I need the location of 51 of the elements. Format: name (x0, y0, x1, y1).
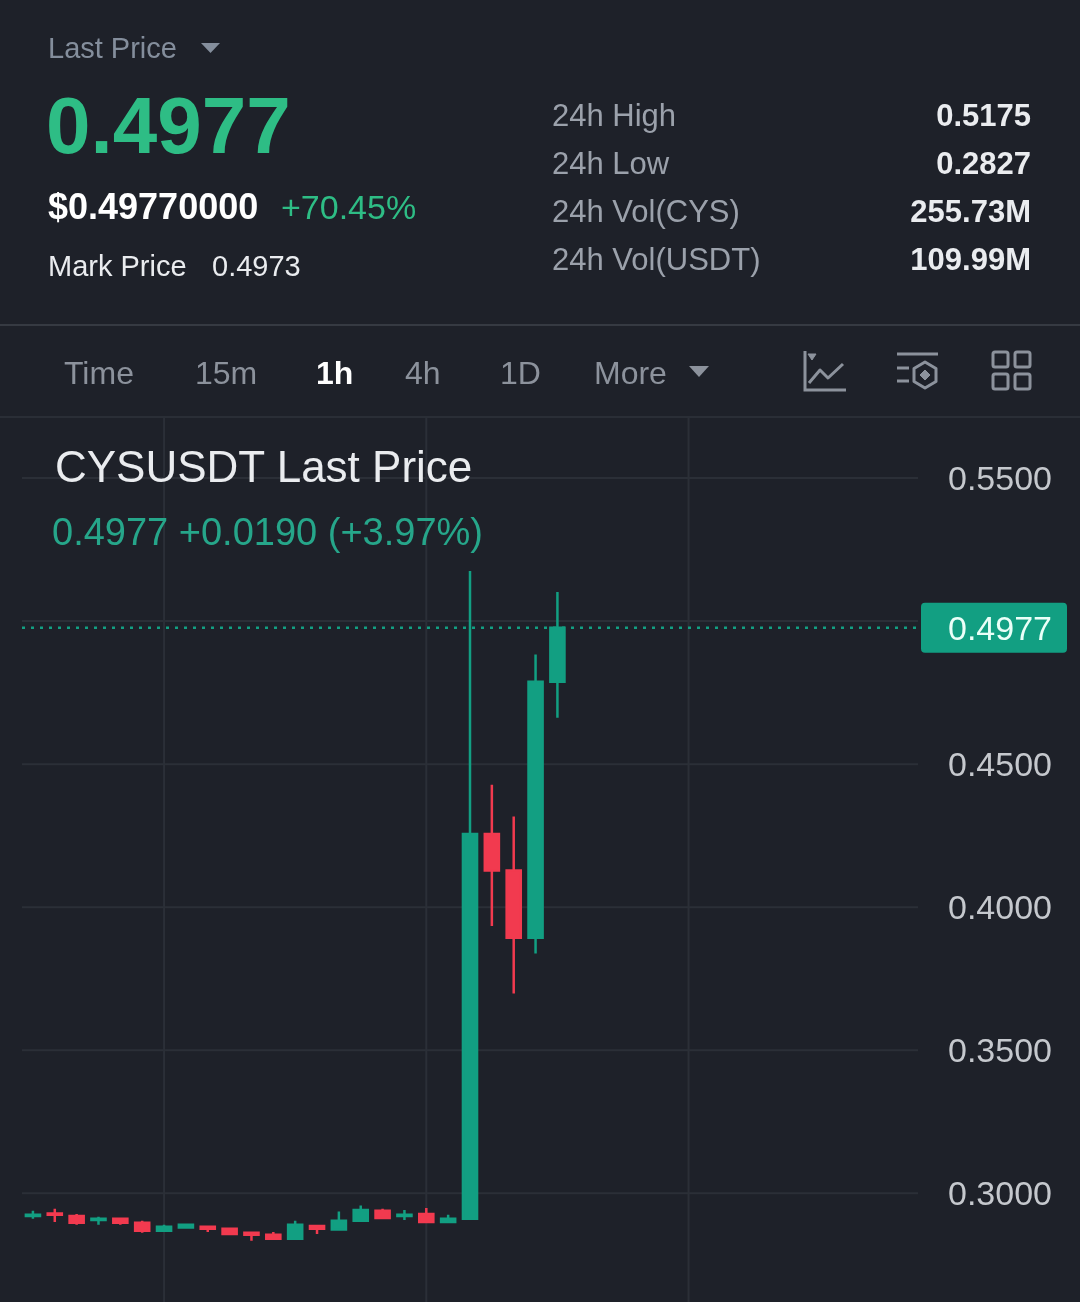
candlestick (527, 653, 544, 955)
text: Last Price (48, 32, 177, 64)
text: More (594, 355, 667, 391)
text: 24h High (552, 98, 677, 133)
candlestick (68, 1212, 85, 1227)
text: 0.4977 +0.0190 (+3.97%) (52, 511, 484, 553)
text: 0.4973 (212, 250, 301, 282)
text: 24h Vol(USDT) (552, 242, 761, 277)
candlestick (308, 1224, 326, 1236)
candlestick (265, 1230, 282, 1241)
text: Mark Price (48, 250, 187, 282)
candlestick (155, 1223, 173, 1233)
y-tick-label: 0.5500 (948, 459, 1052, 498)
text: 24h Vol(CYS) (552, 194, 740, 229)
candlestick (46, 1207, 64, 1224)
candlestick (24, 1209, 42, 1220)
y-tick-label: 0.4000 (948, 888, 1052, 927)
y-tick-label: 0.3000 (948, 1174, 1052, 1213)
candlestick (112, 1216, 129, 1227)
text: 1D (500, 355, 541, 391)
candlestick (133, 1219, 151, 1235)
candlestick (352, 1204, 370, 1222)
candlestick (439, 1213, 457, 1224)
candlestick (286, 1219, 304, 1242)
text: 0.4977 (46, 81, 291, 170)
y-tick-label: 0.4500 (948, 745, 1052, 784)
candlestick (505, 815, 523, 995)
candlestick (396, 1208, 413, 1222)
text: 1h (316, 355, 354, 391)
text: 15m (195, 355, 258, 391)
candlestick (90, 1215, 107, 1227)
text: +70.45% (281, 188, 417, 226)
candlestick (417, 1206, 435, 1224)
text: 4h (405, 355, 441, 391)
candlestick (483, 783, 501, 928)
text: 0.2827 (936, 146, 1031, 181)
text: CYSUSDT Last Price (55, 442, 473, 491)
candlestick (177, 1222, 195, 1231)
text: 255.73M (910, 194, 1031, 229)
text: 0.5175 (936, 98, 1031, 133)
text: $0.49770000 (48, 186, 259, 227)
text: 24h Low (552, 146, 670, 181)
y-tick-label: 0.3500 (948, 1031, 1052, 1070)
candlestick (199, 1224, 217, 1234)
text: 109.99M (910, 242, 1031, 277)
candlestick (243, 1231, 260, 1243)
ref-line-label: 0.4977 (948, 608, 1052, 647)
candlestick (221, 1226, 238, 1237)
text: Time (64, 355, 134, 391)
candlestick (374, 1207, 391, 1220)
candlestick (330, 1210, 348, 1231)
